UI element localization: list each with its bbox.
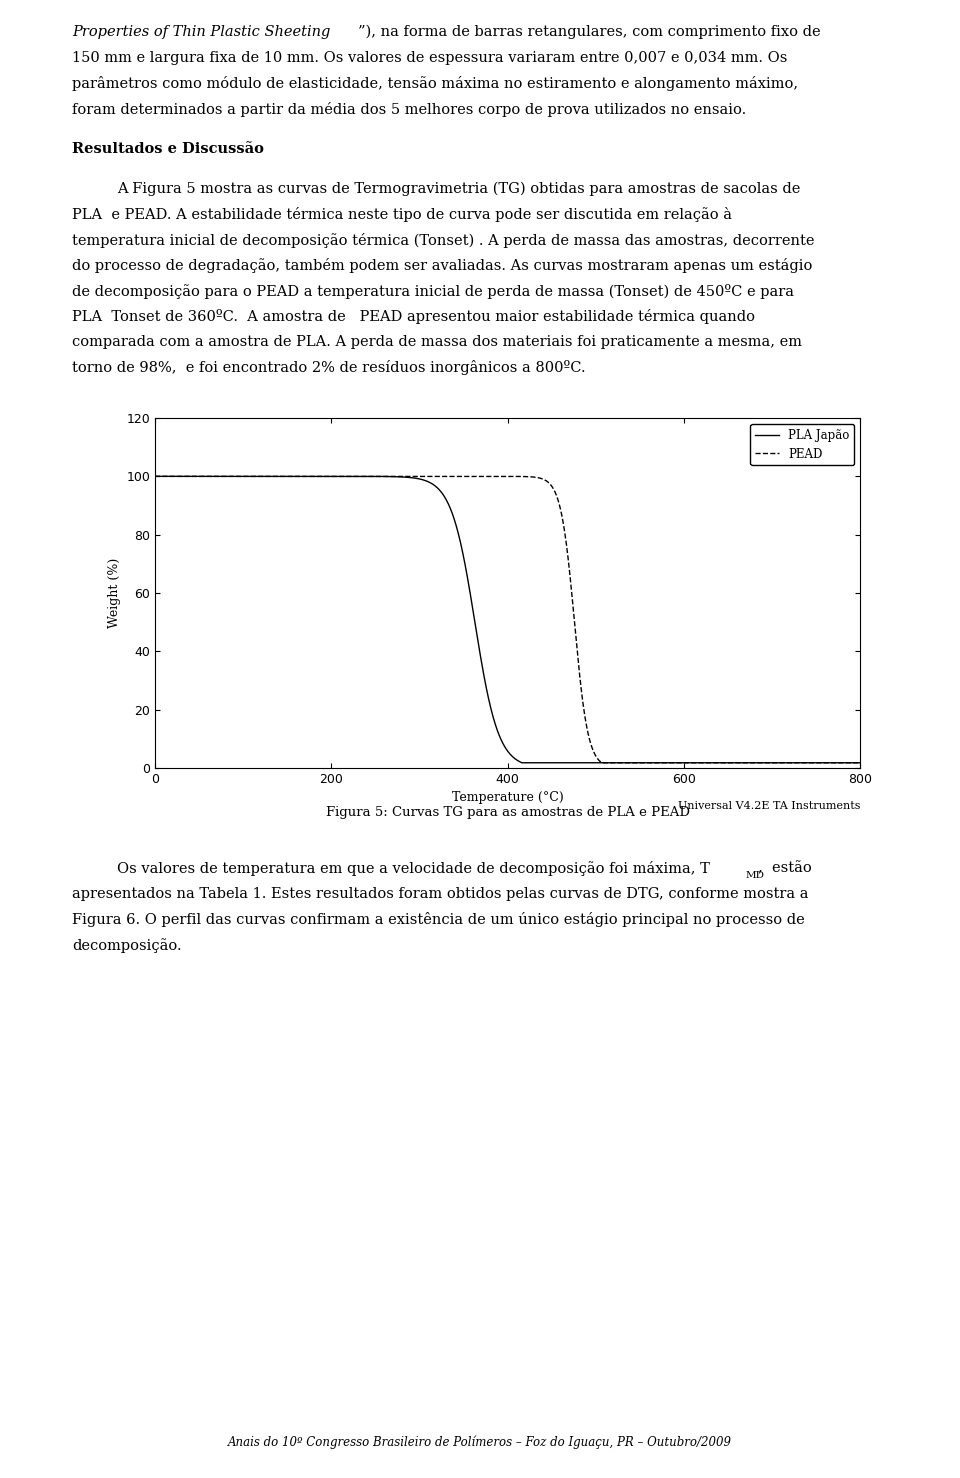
- PLA Japão: [420, 471, 431, 489]
- Y-axis label: Weight (%): Weight (%): [108, 557, 121, 628]
- PLA Japão: [229, 467, 241, 485]
- Text: PLA  Tonset de 360ºC.  A amostra de   PEAD apresentou maior estabilidade térmica: PLA Tonset de 360ºC. A amostra de PEAD a…: [72, 309, 755, 324]
- Text: de decomposição para o PEAD a temperatura inicial de perda de massa (Tonset) de : de decomposição para o PEAD a temperatur…: [72, 284, 794, 299]
- Text: torno de 98%,  e foi encontrado 2% de resíduos inorgânicos a 800ºC.: torno de 98%, e foi encontrado 2% de res…: [72, 361, 586, 375]
- X-axis label: Temperature (°C): Temperature (°C): [451, 791, 564, 804]
- Text: Resultados e Discussão: Resultados e Discussão: [72, 142, 264, 155]
- PEAD: [272, 467, 283, 485]
- PEAD: [841, 754, 852, 772]
- PEAD: [450, 467, 462, 485]
- PLA Japão: [765, 754, 777, 772]
- PEAD: [420, 467, 431, 485]
- Text: Figura 6. O perfil das curvas confirmam a existência de um único estágio princip: Figura 6. O perfil das curvas confirmam …: [72, 912, 804, 928]
- Text: comparada com a amostra de PLA. A perda de massa dos materiais foi praticamente : comparada com a amostra de PLA. A perda …: [72, 336, 802, 349]
- PLA Japão: [854, 754, 866, 772]
- PLA Japão: [841, 754, 852, 772]
- PEAD: [229, 467, 241, 485]
- PEAD: [149, 467, 160, 485]
- PEAD: [596, 754, 608, 772]
- PLA Japão: [149, 467, 160, 485]
- Text: apresentados na Tabela 1. Estes resultados foram obtidos pelas curvas de DTG, co: apresentados na Tabela 1. Estes resultad…: [72, 887, 808, 902]
- Text: do processo de degradação, também podem ser avaliadas. As curvas mostraram apena: do processo de degradação, também podem …: [72, 259, 812, 273]
- Legend: PLA Japão, PEAD: PLA Japão, PEAD: [750, 424, 854, 466]
- Text: PLA  e PEAD. A estabilidade térmica neste tipo de curva pode ser discutida em re: PLA e PEAD. A estabilidade térmica neste…: [72, 207, 732, 222]
- PEAD: [854, 754, 866, 772]
- Text: A Figura 5 mostra as curvas de Termogravimetria (TG) obtidas para amostras de sa: A Figura 5 mostra as curvas de Termograv…: [117, 182, 801, 197]
- PLA Japão: [516, 754, 528, 772]
- Text: Properties of Thin Plastic Sheeting: Properties of Thin Plastic Sheeting: [72, 25, 330, 38]
- PLA Japão: [272, 467, 283, 485]
- PLA Japão: [450, 516, 462, 534]
- Text: ,  estão: , estão: [758, 862, 812, 875]
- Text: MD: MD: [746, 871, 765, 879]
- Text: parâmetros como módulo de elasticidade, tensão máxima no estiramento e alongamen: parâmetros como módulo de elasticidade, …: [72, 75, 798, 92]
- Line: PLA Japão: PLA Japão: [155, 476, 860, 763]
- Text: foram determinados a partir da média dos 5 melhores corpo de prova utilizados no: foram determinados a partir da média dos…: [72, 102, 746, 117]
- Text: 150 mm e largura fixa de 10 mm. Os valores de espessura variaram entre 0,007 e 0: 150 mm e largura fixa de 10 mm. Os valor…: [72, 50, 787, 65]
- PEAD: [765, 754, 777, 772]
- Text: decomposição.: decomposição.: [72, 939, 181, 953]
- Text: Figura 5: Curvas TG para as amostras de PLA e PEAD: Figura 5: Curvas TG para as amostras de …: [325, 806, 689, 819]
- Line: PEAD: PEAD: [155, 476, 860, 763]
- Text: Universal V4.2E TA Instruments: Universal V4.2E TA Instruments: [678, 801, 860, 811]
- Text: temperatura inicial de decomposição térmica (Tonset) . A perda de massa das amos: temperatura inicial de decomposição térm…: [72, 234, 814, 248]
- Text: Anais do 10º Congresso Brasileiro de Polímeros – Foz do Iguaçu, PR – Outubro/200: Anais do 10º Congresso Brasileiro de Pol…: [228, 1435, 732, 1448]
- Text: ”), na forma de barras retangulares, com comprimento fixo de: ”), na forma de barras retangulares, com…: [358, 25, 821, 40]
- Text: Os valores de temperatura em que a velocidade de decomposição foi máxima, T: Os valores de temperatura em que a veloc…: [117, 862, 709, 876]
